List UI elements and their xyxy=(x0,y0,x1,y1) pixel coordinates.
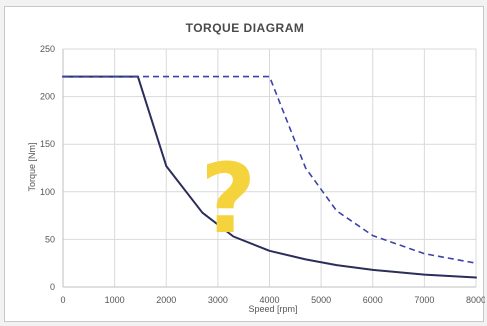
y-tick-label: 250 xyxy=(40,44,55,54)
question-mark-annotation: ? xyxy=(200,143,256,255)
x-tick-label: 0 xyxy=(60,295,65,305)
dashed-torque-line xyxy=(63,75,477,264)
gridlines xyxy=(63,48,477,287)
chart-title: TORQUE DIAGRAM xyxy=(186,21,305,35)
x-tick-label: 6000 xyxy=(363,295,383,305)
torque-chart: TORQUE DIAGRAM ? 0 1000 2000 3000 4000 5000 60… xyxy=(27,21,485,314)
question-mark-icon: ? xyxy=(200,143,256,255)
tick-labels: 0 1000 2000 3000 4000 5000 6000 7000 8000 0 50 100 1… xyxy=(40,44,485,305)
x-tick-label: 7000 xyxy=(414,295,434,305)
y-tick-label: 150 xyxy=(40,139,55,149)
series-lines xyxy=(62,75,477,279)
y-tick-label: 0 xyxy=(50,282,55,292)
x-axis-label: Speed [rpm] xyxy=(248,304,297,314)
y-tick-label: 100 xyxy=(40,187,55,197)
chart-frame: TORQUE DIAGRAM ? 0 1000 2000 3000 4000 5000 60… xyxy=(4,6,485,322)
x-tick-label: 4000 xyxy=(259,295,279,305)
x-tick-label: 8000 xyxy=(466,295,485,305)
x-tick-label: 5000 xyxy=(311,295,331,305)
x-tick-label: 1000 xyxy=(105,295,125,305)
axes xyxy=(62,49,476,288)
x-tick-label: 3000 xyxy=(208,295,228,305)
y-axis-label: Torque [Nm] xyxy=(27,142,37,191)
y-tick-label: 50 xyxy=(45,234,55,244)
y-tick-label: 200 xyxy=(40,92,55,102)
x-tick-label: 2000 xyxy=(156,295,176,305)
